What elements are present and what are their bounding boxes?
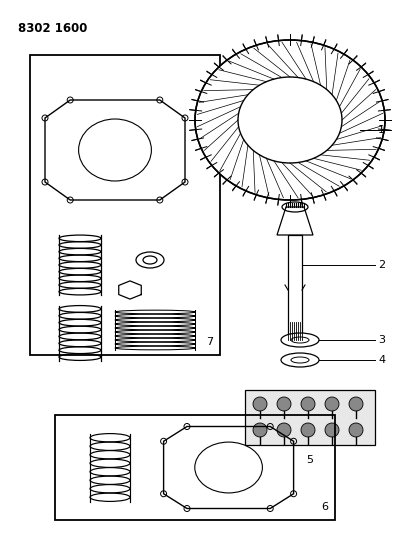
Circle shape	[276, 423, 290, 437]
Bar	[55, 415, 334, 520]
Circle shape	[252, 423, 266, 437]
Ellipse shape	[280, 353, 318, 367]
Text: 6: 6	[320, 502, 327, 512]
Ellipse shape	[195, 40, 384, 200]
Text: 3: 3	[377, 335, 384, 345]
Circle shape	[252, 397, 266, 411]
Text: 5: 5	[306, 455, 313, 465]
Text: 1: 1	[377, 125, 384, 135]
Circle shape	[300, 423, 314, 437]
Circle shape	[348, 397, 362, 411]
Text: 7: 7	[205, 337, 213, 347]
Bar	[245, 390, 374, 445]
Circle shape	[324, 423, 338, 437]
Text: 4: 4	[377, 355, 384, 365]
Circle shape	[348, 423, 362, 437]
Circle shape	[276, 397, 290, 411]
Circle shape	[300, 397, 314, 411]
Text: 2: 2	[377, 260, 384, 270]
Circle shape	[324, 397, 338, 411]
Bar	[287, 235, 301, 340]
Text: 8302 1600: 8302 1600	[18, 22, 87, 35]
Ellipse shape	[280, 333, 318, 347]
Bar	[30, 55, 220, 355]
Ellipse shape	[237, 77, 341, 163]
